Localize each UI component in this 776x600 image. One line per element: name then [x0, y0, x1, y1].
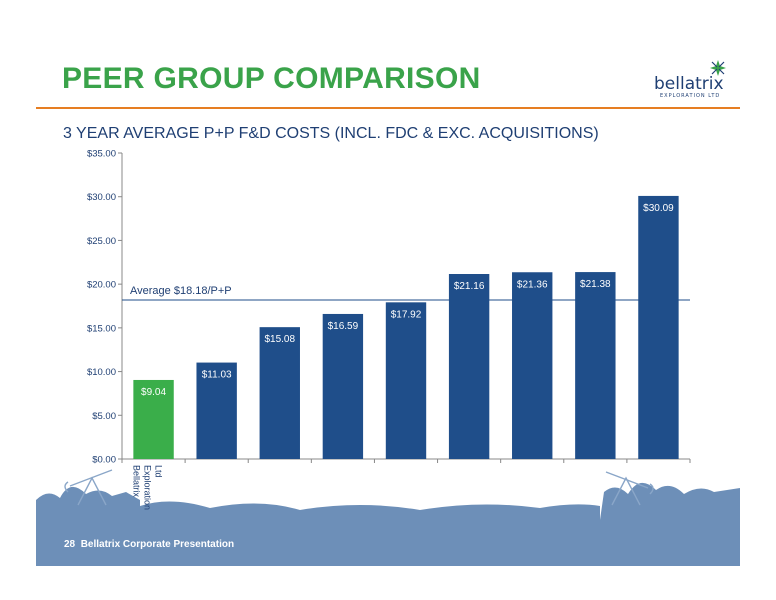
footer-band [36, 520, 740, 566]
logo-text: bellatrix [654, 74, 724, 94]
landscape-decoration [36, 482, 740, 520]
bar-data-label: $21.38 [580, 279, 611, 290]
y-tick-label: $0.00 [92, 455, 116, 466]
page-number: 28 [64, 539, 76, 550]
bar [196, 362, 237, 459]
bar [385, 302, 427, 459]
y-tick-label: $10.00 [87, 367, 116, 378]
bar-data-label: $30.09 [643, 203, 674, 214]
logo-subtext: EXPLORATION LTD [660, 93, 721, 99]
bar-data-label: $15.08 [264, 334, 295, 345]
header-divider [36, 107, 740, 109]
bar [448, 274, 490, 459]
x-category-label-line: Ltd [154, 465, 164, 478]
x-category-label-line: Bellatrix [132, 465, 142, 498]
bar-data-label: $16.59 [328, 321, 359, 332]
bar [133, 379, 174, 459]
page-title: PEER GROUP COMPARISON [62, 62, 481, 95]
bar [512, 272, 553, 459]
presentation-name: Bellatrix Corporate Presentation [80, 539, 235, 550]
footer-text: 28 Bellatrix Corporate Presentation [64, 539, 234, 550]
y-tick-label: $5.00 [92, 411, 116, 422]
y-tick-label: $30.00 [87, 192, 116, 203]
pumpjack-left-icon [64, 469, 113, 506]
x-category-label-line: Exploration [143, 465, 153, 510]
average-line-label: Average $18.18/P+P [130, 285, 232, 297]
y-tick-label: $15.00 [87, 323, 116, 334]
pumpjack-right-icon [605, 471, 654, 506]
bar-data-label: $21.36 [517, 279, 548, 290]
bar-data-label: $21.16 [454, 281, 485, 292]
y-tick-label: $20.00 [87, 280, 116, 291]
logo-star-icon [710, 60, 726, 76]
bar-data-label: $9.04 [141, 387, 166, 398]
bar [575, 272, 616, 459]
y-tick-label: $35.00 [87, 149, 116, 160]
y-tick-label: $25.00 [87, 236, 116, 247]
chart-subtitle: 3 YEAR AVERAGE P+P F&D COSTS (INCL. FDC … [63, 125, 599, 142]
bar [322, 313, 364, 459]
x-category-label: Bellatrix Exploration Ltd [132, 465, 164, 510]
bar-data-label: $11.03 [202, 370, 232, 381]
bar [259, 327, 300, 459]
bar-data-label: $17.92 [391, 309, 422, 320]
bar [638, 195, 679, 459]
